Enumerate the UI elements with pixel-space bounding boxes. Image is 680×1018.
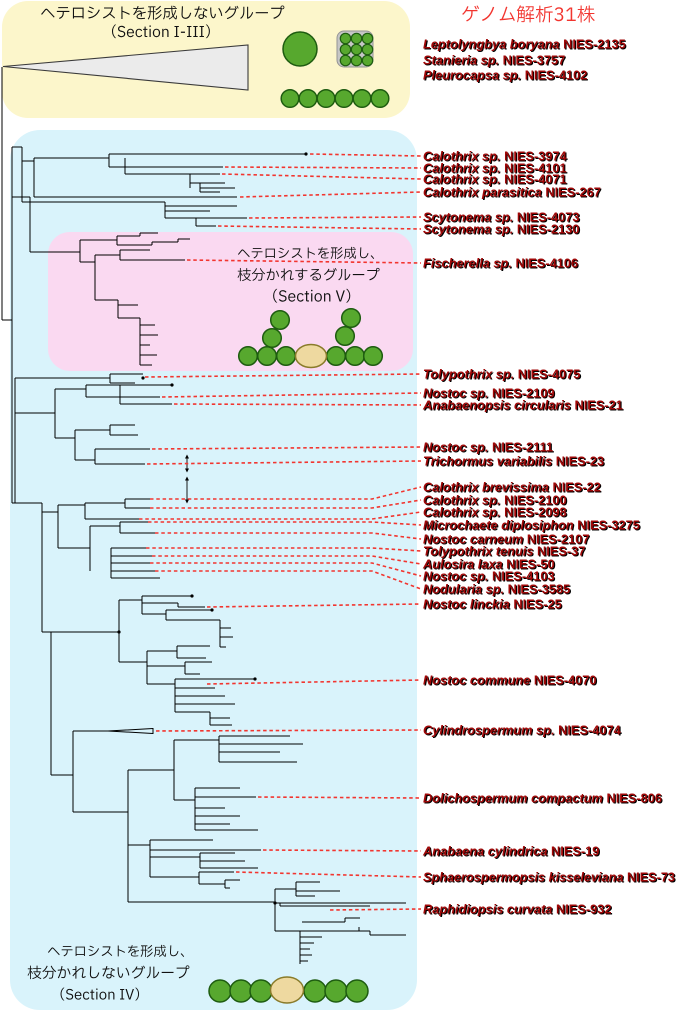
svg-text:Calothrix sp. NIES-2098: Calothrix sp. NIES-2098 <box>424 505 568 520</box>
svg-text:Dolichospermum compactum NIES-: Dolichospermum compactum NIES-806 <box>424 791 663 806</box>
svg-text:Calothrix sp. NIES-4071: Calothrix sp. NIES-4071 <box>424 172 568 187</box>
svg-text:Calothrix sp. NIES-4101: Calothrix sp. NIES-4101 <box>423 160 567 175</box>
svg-text:Microchaete diplosiphon NIES-3: Microchaete diplosiphon NIES-3275 <box>424 518 641 533</box>
svg-text:Stanieria sp. NIES-3757: Stanieria sp. NIES-3757 <box>423 52 565 67</box>
svg-text:Calothrix brevissima NIES-22: Calothrix brevissima NIES-22 <box>424 480 602 495</box>
svg-text:Tolypothrix sp. NIES-4075: Tolypothrix sp. NIES-4075 <box>423 366 580 381</box>
svg-text:Tolypothrix sp. NIES-4075: Tolypothrix sp. NIES-4075 <box>424 367 581 382</box>
svg-text:Nostoc sp. NIES-2111: Nostoc sp. NIES-2111 <box>424 440 554 455</box>
svg-text:Raphidiopsis curvata NIES-932: Raphidiopsis curvata NIES-932 <box>424 902 612 917</box>
svg-text:Nostoc sp. NIES-2109: Nostoc sp. NIES-2109 <box>423 385 555 400</box>
svg-text:Scytonema sp. NIES-4073: Scytonema sp. NIES-4073 <box>424 210 580 225</box>
svg-text:Nostoc carneum NIES-2107: Nostoc carneum NIES-2107 <box>423 531 589 546</box>
svg-text:Cylindrospermum sp. NIES-4074: Cylindrospermum sp. NIES-4074 <box>424 723 623 738</box>
svg-text:Anabaenopsis circularis NIES-2: Anabaenopsis circularis NIES-21 <box>423 398 624 413</box>
svg-text:Leptolyngbya boryana NIES-2135: Leptolyngbya boryana NIES-2135 <box>424 37 627 52</box>
svg-text:Pleurocapsa sp. NIES-4102: Pleurocapsa sp. NIES-4102 <box>424 68 588 83</box>
svg-text:Stanieria sp. NIES-3757: Stanieria sp. NIES-3757 <box>424 53 566 68</box>
svg-text:Nostoc sp. NIES-4103: Nostoc sp. NIES-4103 <box>423 568 555 583</box>
svg-text:Nostoc sp. NIES-2109: Nostoc sp. NIES-2109 <box>424 386 556 401</box>
svg-text:Trichormus variabilis NIES-23: Trichormus variabilis NIES-23 <box>423 453 604 468</box>
svg-text:Calothrix sp. NIES-2100: Calothrix sp. NIES-2100 <box>423 492 567 507</box>
svg-text:Calothrix sp. NIES-3974: Calothrix sp. NIES-3974 <box>424 149 569 164</box>
svg-text:Calothrix sp. NIES-2098: Calothrix sp. NIES-2098 <box>423 504 567 519</box>
svg-text:Nostoc sp. NIES-4103: Nostoc sp. NIES-4103 <box>424 569 556 584</box>
svg-text:Fischerella sp. NIES-4106: Fischerella sp. NIES-4106 <box>424 256 579 271</box>
svg-text:Calothrix parasitica NIES-267: Calothrix parasitica NIES-267 <box>424 185 602 200</box>
svg-text:Tolypothrix tenuis NIES-37: Tolypothrix tenuis NIES-37 <box>423 543 585 558</box>
svg-text:Nostoc sp. NIES-2111: Nostoc sp. NIES-2111 <box>423 439 553 454</box>
svg-text:Leptolyngbya boryana NIES-2135: Leptolyngbya boryana NIES-2135 <box>423 36 626 51</box>
svg-text:Tolypothrix tenuis NIES-37: Tolypothrix tenuis NIES-37 <box>424 544 586 559</box>
svg-text:Anabaena cylindrica NIES-19: Anabaena cylindrica NIES-19 <box>423 844 600 859</box>
svg-text:Nodularia sp. NIES-3585: Nodularia sp. NIES-3585 <box>423 581 570 596</box>
svg-text:Nostoc carneum NIES-2107: Nostoc carneum NIES-2107 <box>424 532 590 547</box>
svg-text:Anabaenopsis circularis NIES-2: Anabaenopsis circularis NIES-21 <box>422 397 623 412</box>
svg-text:Nostoc commune NIES-4070: Nostoc commune NIES-4070 <box>424 673 598 688</box>
svg-text:Fischerella sp. NIES-4106: Fischerella sp. NIES-4106 <box>423 255 578 270</box>
svg-text:Dolichospermum compactum NIES-: Dolichospermum compactum NIES-806 <box>423 790 662 805</box>
svg-text:Nodularia sp. NIES-3585: Nodularia sp. NIES-3585 <box>424 582 571 597</box>
svg-text:Scytonema sp. NIES-2130: Scytonema sp. NIES-2130 <box>423 221 579 236</box>
svg-text:Microchaete diplosiphon NIES-3: Microchaete diplosiphon NIES-3275 <box>423 517 640 532</box>
svg-text:Cylindrospermum sp. NIES-4074: Cylindrospermum sp. NIES-4074 <box>423 722 622 737</box>
svg-text:Calothrix sp. NIES-2100: Calothrix sp. NIES-2100 <box>424 493 568 508</box>
svg-text:Sphaerospermopsis kisseleviana: Sphaerospermopsis kisseleviana NIES-73 <box>423 869 675 884</box>
svg-text:Calothrix sp. NIES-3974: Calothrix sp. NIES-3974 <box>423 148 568 163</box>
svg-text:Trichormus variabilis NIES-23: Trichormus variabilis NIES-23 <box>424 454 605 469</box>
svg-text:Calothrix sp. NIES-4101: Calothrix sp. NIES-4101 <box>424 161 568 176</box>
svg-text:Anabaena cylindrica NIES-19: Anabaena cylindrica NIES-19 <box>422 843 599 858</box>
svg-text:Calothrix parasitica NIES-267: Calothrix parasitica NIES-267 <box>423 184 601 199</box>
svg-text:Aulosira laxa NIES-50: Aulosira laxa NIES-50 <box>422 556 555 571</box>
svg-text:Calothrix brevissima NIES-22: Calothrix brevissima NIES-22 <box>423 479 601 494</box>
svg-text:Scytonema sp. NIES-2130: Scytonema sp. NIES-2130 <box>424 222 580 237</box>
svg-text:Calothrix sp. NIES-4071: Calothrix sp. NIES-4071 <box>423 171 567 186</box>
svg-text:Nostoc linckia NIES-25: Nostoc linckia NIES-25 <box>424 597 563 612</box>
svg-text:Pleurocapsa sp. NIES-4102: Pleurocapsa sp. NIES-4102 <box>423 67 587 82</box>
svg-text:Nostoc linckia NIES-25: Nostoc linckia NIES-25 <box>423 596 562 611</box>
svg-text:Aulosira laxa NIES-50: Aulosira laxa NIES-50 <box>423 557 556 572</box>
svg-text:Raphidiopsis curvata NIES-932: Raphidiopsis curvata NIES-932 <box>423 901 611 916</box>
svg-text:Scytonema sp. NIES-4073: Scytonema sp. NIES-4073 <box>423 209 579 224</box>
svg-text:Nostoc commune NIES-4070: Nostoc commune NIES-4070 <box>423 672 597 687</box>
svg-text:Sphaerospermopsis kisseleviana: Sphaerospermopsis kisseleviana NIES-73 <box>424 870 676 885</box>
